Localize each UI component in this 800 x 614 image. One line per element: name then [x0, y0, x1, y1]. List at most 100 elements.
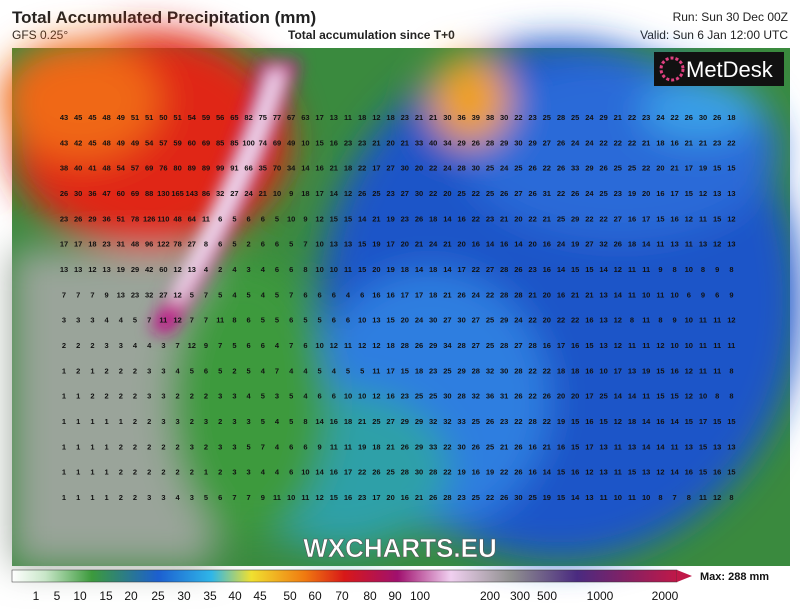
grid-value: 7	[190, 316, 194, 325]
grid-value: 30	[514, 493, 522, 502]
grid-value: 6	[275, 240, 279, 249]
grid-value: 23	[386, 189, 394, 198]
grid-value: 29	[599, 113, 607, 122]
grid-value: 5	[218, 366, 222, 375]
grid-value: 17	[642, 214, 650, 223]
grid-value: 22	[500, 468, 508, 477]
grid-value: 13	[727, 240, 735, 249]
grid-value: 43	[60, 138, 68, 147]
grid-value: 16	[656, 189, 664, 198]
grid-value: 24	[585, 138, 594, 147]
grid-value: 12	[315, 214, 323, 223]
grid-value: 15	[386, 316, 394, 325]
grid-value: 21	[571, 290, 579, 299]
grid-value: 49	[117, 138, 125, 147]
grid-value: 2	[147, 468, 151, 477]
grid-value: 14	[301, 164, 310, 173]
grid-value: 25	[486, 189, 494, 198]
grid-value: 26	[415, 214, 423, 223]
grid-value: 13	[74, 265, 82, 274]
grid-value: 22	[528, 392, 536, 401]
grid-value: 26	[614, 240, 622, 249]
grid-value: 2	[176, 468, 180, 477]
grid-value: 3	[147, 392, 151, 401]
colorbar-label: 15	[99, 589, 113, 603]
grid-value: 12	[372, 392, 380, 401]
grid-value: 26	[685, 113, 693, 122]
colorbar-label: 30	[177, 589, 191, 603]
grid-value: 23	[401, 113, 409, 122]
grid-value: 22	[486, 493, 494, 502]
grid-value: 15	[727, 164, 735, 173]
grid-value: 10	[287, 214, 295, 223]
grid-value: 8	[673, 265, 677, 274]
grid-value: 2	[119, 493, 123, 502]
grid-value: 14	[642, 240, 651, 249]
colorbar	[11, 569, 678, 583]
colorbar-labels: 1 5 10 15 20 25 30 35 40 45 50 60 70 80 90 100 200 300 500…	[33, 589, 679, 603]
grid-value: 25	[429, 392, 437, 401]
grid-value: 11	[330, 442, 338, 451]
grid-value: 8	[303, 265, 307, 274]
grid-value: 16	[543, 240, 551, 249]
watermark: WXCHARTS.EU	[303, 533, 497, 563]
grid-value: 1	[62, 442, 66, 451]
grid-value: 21	[642, 138, 650, 147]
grid-value: 26	[457, 290, 465, 299]
grid-value: 13	[727, 189, 735, 198]
grid-value: 86	[202, 189, 210, 198]
grid-value: 24	[244, 189, 253, 198]
grid-value: 85	[230, 138, 238, 147]
grid-value: 20	[543, 316, 551, 325]
grid-value: 29	[401, 417, 409, 426]
grid-value: 2	[133, 468, 137, 477]
grid-value: 22	[429, 164, 437, 173]
grid-value: 29	[429, 341, 437, 350]
grid-value: 6	[275, 265, 279, 274]
grid-value: 14	[557, 265, 566, 274]
grid-value: 12	[685, 392, 693, 401]
grid-value: 27	[159, 290, 167, 299]
grid-value: 28	[457, 164, 465, 173]
grid-value: 28	[500, 290, 508, 299]
grid-value: 16	[344, 493, 352, 502]
grid-value: 10	[287, 493, 295, 502]
grid-value: 11	[216, 316, 224, 325]
grid-value: 27	[543, 138, 551, 147]
grid-value: 24	[557, 240, 566, 249]
grid-value: 16	[543, 265, 551, 274]
logo-icon	[659, 56, 685, 82]
grid-value: 12	[713, 493, 721, 502]
grid-value: 2	[119, 392, 123, 401]
grid-value: 5	[204, 493, 208, 502]
grid-value: 23	[713, 138, 721, 147]
grid-value: 21	[330, 164, 338, 173]
grid-value: 2	[161, 442, 165, 451]
grid-value: 28	[514, 366, 522, 375]
grid-value: 32	[145, 290, 153, 299]
grid-value: 12	[656, 341, 664, 350]
grid-value: 16	[628, 214, 636, 223]
grid-value: 21	[543, 442, 551, 451]
grid-value: 15	[585, 265, 593, 274]
grid-value: 3	[90, 316, 94, 325]
grid-value: 15	[656, 214, 664, 223]
grid-value: 19	[571, 240, 579, 249]
grid-value: 26	[599, 164, 607, 173]
grid-value: 16	[401, 493, 409, 502]
grid-value: 17	[557, 341, 565, 350]
grid-value: 11	[628, 493, 636, 502]
grid-value: 34	[287, 164, 296, 173]
grid-value: 27	[386, 164, 394, 173]
grid-value: 28	[457, 392, 465, 401]
grid-value: 7	[147, 316, 151, 325]
grid-value: 23	[401, 392, 409, 401]
grid-value: 77	[273, 113, 281, 122]
grid-value: 26	[500, 493, 508, 502]
grid-value: 6	[289, 442, 293, 451]
grid-value: 20	[528, 240, 536, 249]
colorbar-label: 200	[480, 589, 500, 603]
grid-value: 26	[500, 189, 508, 198]
grid-value: 2	[218, 468, 222, 477]
grid-value: 6	[332, 316, 336, 325]
